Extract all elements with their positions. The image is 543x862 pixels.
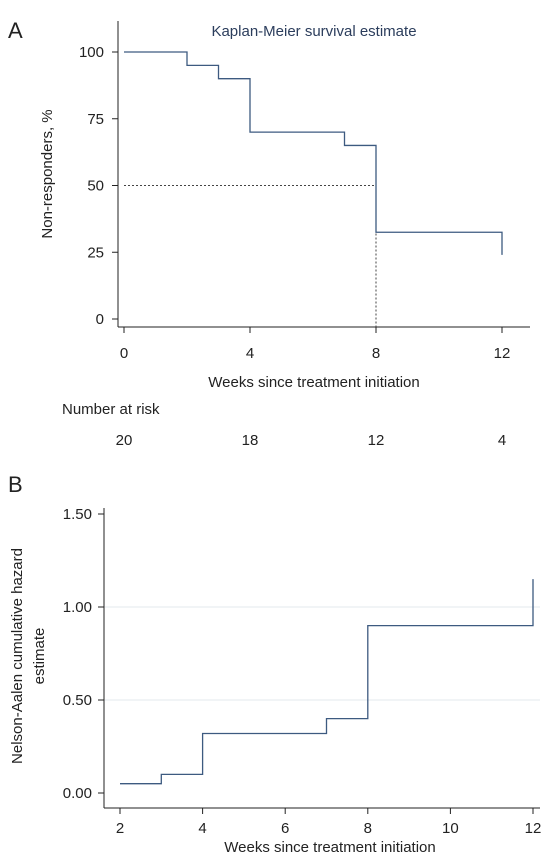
- panel-a-label: A: [8, 18, 23, 43]
- panel-b-x-tick-label: 2: [116, 820, 124, 837]
- panel-a-median-reference: [124, 186, 376, 328]
- number-at-risk-value: 4: [498, 432, 506, 449]
- number-at-risk-value: 20: [116, 432, 133, 449]
- panel-a-y-axis-title: Non-responders, %: [39, 109, 56, 238]
- panel-a-x-tick-label: 8: [372, 345, 380, 362]
- panel-b-x-tick-label: 4: [198, 820, 206, 837]
- panel-b: B 0.00 0.50 1.00 1.50 2 4 6 8 10 12 Weeks since …: [8, 472, 541, 856]
- number-at-risk-value: 12: [368, 432, 385, 449]
- panel-b-y-tick-label: 0.00: [63, 785, 92, 802]
- panel-a: A Kaplan-Meier survival estimate 0 25 50 75…: [8, 18, 530, 449]
- panel-a-x-axis-title: Weeks since treatment initiation: [208, 374, 420, 391]
- panel-a-x-tick-label: 4: [246, 345, 254, 362]
- panel-b-y-tick-label: 1.50: [63, 506, 92, 523]
- panel-b-label: B: [8, 472, 23, 497]
- panel-a-y-tick-label: 75: [87, 111, 104, 128]
- panel-a-y-tick-label: 0: [96, 311, 104, 328]
- panel-b-x-tick-label: 10: [442, 820, 459, 837]
- panel-b-y-tick-label: 1.00: [63, 599, 92, 616]
- panel-b-x-tick-label: 12: [525, 820, 542, 837]
- panel-b-grid: [104, 607, 540, 700]
- panel-a-x-tick-label: 12: [494, 345, 511, 362]
- panel-b-y-tick-label: 0.50: [63, 692, 92, 709]
- panel-b-x-axis-title: Weeks since treatment initiation: [224, 839, 436, 856]
- number-at-risk-row: 20 18 12 4: [116, 432, 507, 449]
- panel-b-hazard-curve: [120, 579, 533, 784]
- panel-a-y-tick-label: 100: [79, 44, 104, 61]
- panel-b-y-axis-title-line-2: estimate: [31, 628, 48, 685]
- panel-b-x-tick-label: 8: [364, 820, 372, 837]
- panel-b-y-ticks: 0.00 0.50 1.00 1.50: [63, 506, 104, 802]
- panel-a-y-tick-label: 25: [87, 244, 104, 261]
- panel-a-title: Kaplan-Meier survival estimate: [211, 23, 416, 40]
- panel-b-x-tick-label: 6: [281, 820, 289, 837]
- number-at-risk-title: Number at risk: [62, 401, 160, 418]
- panel-b-x-ticks: 2 4 6 8 10 12: [116, 808, 542, 837]
- panel-a-y-ticks: 0 25 50 75 100: [79, 44, 118, 328]
- panel-a-x-ticks: 0 4 8 12: [120, 327, 511, 362]
- panel-a-y-tick-label: 50: [87, 178, 104, 195]
- panel-a-x-tick-label: 0: [120, 345, 128, 362]
- panel-b-y-axis-title-line-1: Nelson-Aalen cumulative hazard: [9, 548, 26, 764]
- number-at-risk-value: 18: [242, 432, 259, 449]
- panel-a-survival-curve: [124, 52, 502, 255]
